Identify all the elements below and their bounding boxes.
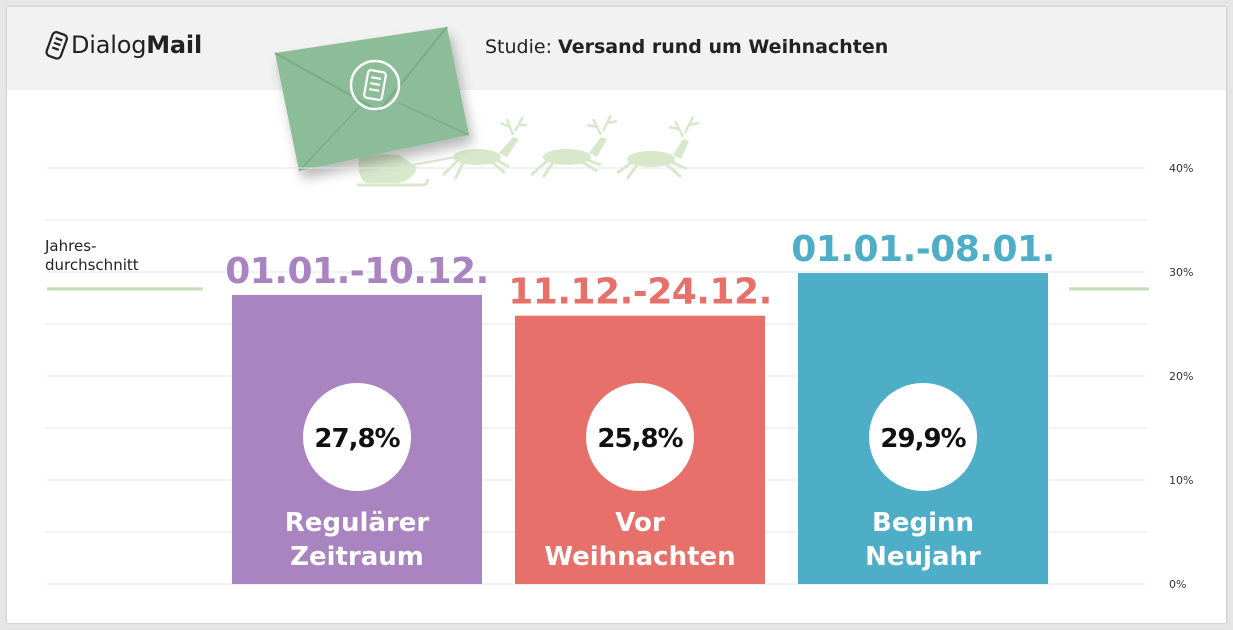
data-label: 27,8% — [314, 424, 400, 454]
category-label: Neujahr — [865, 542, 981, 572]
title-prefix: Studie: — [485, 36, 559, 58]
y-tick-label: 40% — [1169, 162, 1193, 175]
header-bar: DialogMail Studie: Versand rund um Weihn… — [7, 7, 1226, 90]
period-label: 01.01.-10.12. — [225, 251, 489, 292]
category-label: Beginn — [872, 508, 974, 538]
infographic-frame: DialogMail Studie: Versand rund um Weihn… — [7, 7, 1226, 623]
value-badge — [869, 383, 977, 491]
bar-chart: Jahres-durchschnitt 01.01.-10.12. 27,8% Re… — [44, 162, 1193, 591]
average-label: Jahres- — [44, 237, 96, 255]
logo-text: DialogMail — [71, 31, 202, 59]
category-label: Vor — [615, 508, 665, 538]
category-label: Zeitraum — [290, 542, 424, 572]
data-label: 29,9% — [880, 424, 966, 454]
page-title: Studie: Versand rund um Weihnachten — [485, 36, 888, 58]
y-tick-label: 20% — [1169, 370, 1193, 383]
logo-regular: Dialog — [71, 31, 147, 59]
logo-bold: Mail — [146, 31, 202, 59]
average-layer: Jahres-durchschnitt — [44, 237, 1149, 291]
period-label: 11.12.-24.12. — [508, 272, 772, 313]
period-label: 01.01.-08.01. — [791, 229, 1055, 270]
tick-layer: 0% 10% 20% 30% 40% — [1169, 162, 1193, 591]
y-tick-label: 10% — [1169, 474, 1193, 487]
title-main: Versand rund um Weihnachten — [558, 36, 889, 58]
mail-logo-icon — [45, 31, 68, 60]
y-tick-label: 0% — [1169, 578, 1186, 591]
y-tick-label: 30% — [1169, 266, 1193, 279]
category-label: Weihnachten — [544, 542, 735, 572]
bar-layer: 01.01.-10.12. 27,8% Regulärer Zeitraum 11.12… — [225, 229, 1055, 584]
value-badge — [586, 383, 694, 491]
christmas-decoration — [274, 26, 700, 187]
category-label: Regulärer — [285, 508, 430, 538]
envelope-icon — [274, 26, 470, 172]
data-label: 25,8% — [597, 424, 683, 454]
value-badge — [303, 383, 411, 491]
average-label: durchschnitt — [45, 256, 139, 274]
